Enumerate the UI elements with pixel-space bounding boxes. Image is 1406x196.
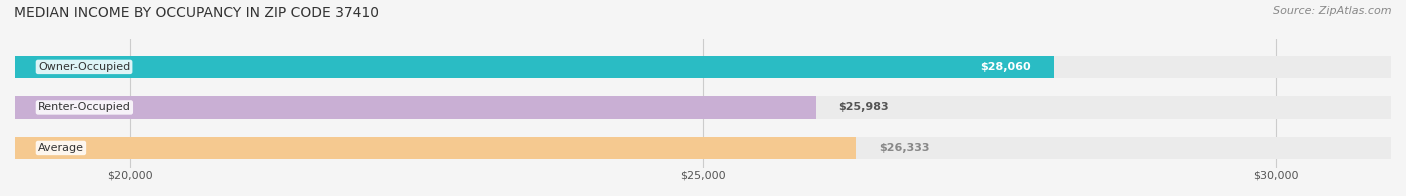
Bar	[15, 137, 856, 159]
Bar	[15, 96, 1391, 119]
Text: Average: Average	[38, 143, 84, 153]
Bar	[15, 96, 815, 119]
Text: $28,060: $28,060	[980, 62, 1031, 72]
Bar	[15, 56, 1391, 78]
Text: Renter-Occupied: Renter-Occupied	[38, 103, 131, 113]
Bar	[15, 56, 1054, 78]
Bar	[15, 137, 1391, 159]
Text: Owner-Occupied: Owner-Occupied	[38, 62, 131, 72]
Text: $25,983: $25,983	[838, 103, 889, 113]
Text: Source: ZipAtlas.com: Source: ZipAtlas.com	[1274, 6, 1392, 16]
Text: $26,333: $26,333	[879, 143, 929, 153]
Text: MEDIAN INCOME BY OCCUPANCY IN ZIP CODE 37410: MEDIAN INCOME BY OCCUPANCY IN ZIP CODE 3…	[14, 6, 380, 20]
